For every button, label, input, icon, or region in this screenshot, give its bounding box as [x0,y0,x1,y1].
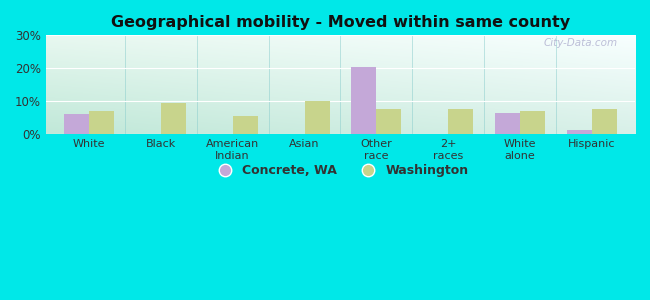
Bar [592,110,617,134]
Bar [376,110,402,134]
Bar [233,116,258,134]
Text: City-Data.com: City-Data.com [543,38,618,48]
Bar [304,101,330,134]
Title: Geographical mobility - Moved within same county: Geographical mobility - Moved within sam… [111,15,570,30]
Bar [161,103,186,134]
Bar [64,114,89,134]
Bar [495,113,520,134]
Legend: Concrete, WA, Washington: Concrete, WA, Washington [207,159,474,182]
Bar [351,67,376,134]
Bar [89,111,114,134]
Bar [520,111,545,134]
Bar [567,130,592,134]
Bar [448,110,473,134]
